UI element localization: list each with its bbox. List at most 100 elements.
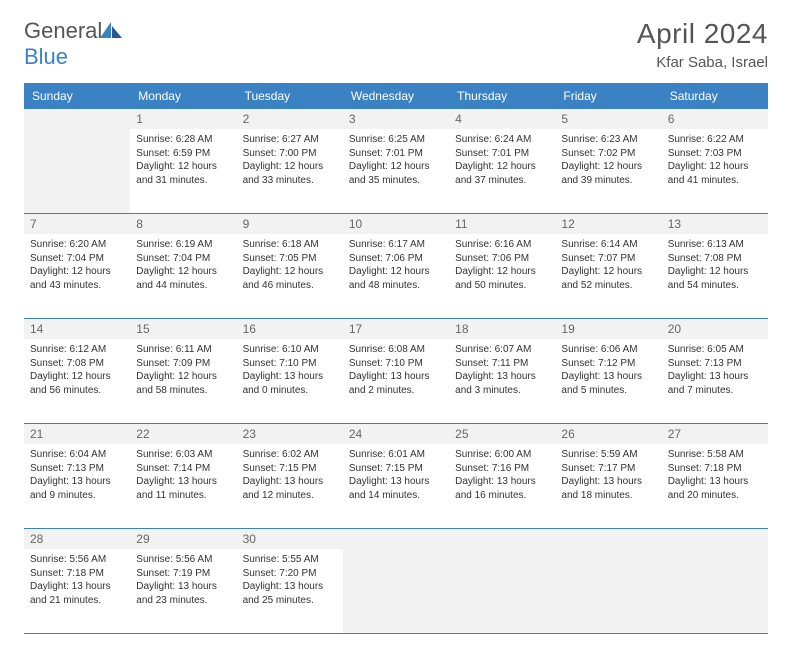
cell-row: Sunrise: 5:56 AMSunset: 7:18 PMDaylight:… xyxy=(24,549,768,633)
calendar-page: GeneralBlue April 2024 Kfar Saba, Israel… xyxy=(0,0,792,652)
cell-body: Sunrise: 5:56 AMSunset: 7:18 PMDaylight:… xyxy=(30,553,124,607)
cell-body: Sunrise: 6:10 AMSunset: 7:10 PMDaylight:… xyxy=(243,343,337,397)
day-number: 11 xyxy=(449,214,555,234)
day-number xyxy=(449,529,555,549)
cell-body: Sunrise: 5:56 AMSunset: 7:19 PMDaylight:… xyxy=(136,553,230,607)
cell-body: Sunrise: 6:04 AMSunset: 7:13 PMDaylight:… xyxy=(30,448,124,502)
cell-body: Sunrise: 6:03 AMSunset: 7:14 PMDaylight:… xyxy=(136,448,230,502)
cell-body: Sunrise: 6:05 AMSunset: 7:13 PMDaylight:… xyxy=(668,343,762,397)
cell-body: Sunrise: 6:22 AMSunset: 7:03 PMDaylight:… xyxy=(668,133,762,187)
week-row: 78910111213 Sunrise: 6:20 AMSunset: 7:04 … xyxy=(24,214,768,319)
day-cell: Sunrise: 6:19 AMSunset: 7:04 PMDaylight:… xyxy=(130,234,236,318)
day-cell: Sunrise: 6:11 AMSunset: 7:09 PMDaylight:… xyxy=(130,339,236,423)
cell-body: Sunrise: 6:27 AMSunset: 7:00 PMDaylight:… xyxy=(243,133,337,187)
day-header: Saturday xyxy=(662,83,768,109)
day-number xyxy=(555,529,661,549)
cell-body: Sunrise: 6:13 AMSunset: 7:08 PMDaylight:… xyxy=(668,238,762,292)
day-number xyxy=(662,529,768,549)
day-number xyxy=(24,109,130,129)
cell-body: Sunrise: 6:02 AMSunset: 7:15 PMDaylight:… xyxy=(243,448,337,502)
cell-row: Sunrise: 6:12 AMSunset: 7:08 PMDaylight:… xyxy=(24,339,768,423)
day-number: 24 xyxy=(343,424,449,444)
day-cell: Sunrise: 6:02 AMSunset: 7:15 PMDaylight:… xyxy=(237,444,343,528)
daynum-row: 123456 xyxy=(24,109,768,129)
cell-body: Sunrise: 6:19 AMSunset: 7:04 PMDaylight:… xyxy=(136,238,230,292)
day-cell: Sunrise: 5:59 AMSunset: 7:17 PMDaylight:… xyxy=(555,444,661,528)
day-header-row: SundayMondayTuesdayWednesdayThursdayFrid… xyxy=(24,83,768,109)
day-header: Sunday xyxy=(24,83,130,109)
day-cell: Sunrise: 6:25 AMSunset: 7:01 PMDaylight:… xyxy=(343,129,449,213)
day-number: 28 xyxy=(24,529,130,549)
day-number: 8 xyxy=(130,214,236,234)
cell-row: Sunrise: 6:28 AMSunset: 6:59 PMDaylight:… xyxy=(24,129,768,213)
day-cell: Sunrise: 5:56 AMSunset: 7:19 PMDaylight:… xyxy=(130,549,236,633)
week-row: 14151617181920Sunrise: 6:12 AMSunset: 7:… xyxy=(24,319,768,424)
day-cell: Sunrise: 6:27 AMSunset: 7:00 PMDaylight:… xyxy=(237,129,343,213)
week-row: 21222324252627 Sunrise: 6:04 AMSunset: 7:… xyxy=(24,424,768,529)
day-cell: Sunrise: 6:04 AMSunset: 7:13 PMDaylight:… xyxy=(24,444,130,528)
day-number: 29 xyxy=(130,529,236,549)
cell-body: Sunrise: 6:17 AMSunset: 7:06 PMDaylight:… xyxy=(349,238,443,292)
cell-body: Sunrise: 6:06 AMSunset: 7:12 PMDaylight:… xyxy=(561,343,655,397)
day-number: 26 xyxy=(555,424,661,444)
day-cell xyxy=(449,549,555,633)
cell-body: Sunrise: 6:11 AMSunset: 7:09 PMDaylight:… xyxy=(136,343,230,397)
day-cell: Sunrise: 6:01 AMSunset: 7:15 PMDaylight:… xyxy=(343,444,449,528)
cell-body: Sunrise: 5:58 AMSunset: 7:18 PMDaylight:… xyxy=(668,448,762,502)
cell-body: Sunrise: 6:01 AMSunset: 7:15 PMDaylight:… xyxy=(349,448,443,502)
logo-part2: Blue xyxy=(24,44,68,69)
day-number: 1 xyxy=(130,109,236,129)
cell-body: Sunrise: 6:20 AMSunset: 7:04 PMDaylight:… xyxy=(30,238,124,292)
month-title: April 2024 xyxy=(637,18,768,50)
day-header: Wednesday xyxy=(343,83,449,109)
day-header: Tuesday xyxy=(237,83,343,109)
day-cell: Sunrise: 6:20 AMSunset: 7:04 PMDaylight:… xyxy=(24,234,130,318)
day-cell: Sunrise: 5:58 AMSunset: 7:18 PMDaylight:… xyxy=(662,444,768,528)
day-cell: Sunrise: 6:10 AMSunset: 7:10 PMDaylight:… xyxy=(237,339,343,423)
day-cell: Sunrise: 5:56 AMSunset: 7:18 PMDaylight:… xyxy=(24,549,130,633)
day-number: 19 xyxy=(555,319,661,339)
day-header: Monday xyxy=(130,83,236,109)
cell-row: Sunrise: 6:04 AMSunset: 7:13 PMDaylight:… xyxy=(24,444,768,528)
day-cell xyxy=(24,129,130,213)
day-number: 12 xyxy=(555,214,661,234)
weeks-container: 123456 Sunrise: 6:28 AMSunset: 6:59 PMDay… xyxy=(24,109,768,634)
day-number: 13 xyxy=(662,214,768,234)
logo: GeneralBlue xyxy=(24,18,122,70)
day-number: 25 xyxy=(449,424,555,444)
week-row: 123456 Sunrise: 6:28 AMSunset: 6:59 PMDay… xyxy=(24,109,768,214)
location: Kfar Saba, Israel xyxy=(637,54,768,71)
day-number: 9 xyxy=(237,214,343,234)
cell-body: Sunrise: 6:28 AMSunset: 6:59 PMDaylight:… xyxy=(136,133,230,187)
day-number: 21 xyxy=(24,424,130,444)
cell-body: Sunrise: 6:12 AMSunset: 7:08 PMDaylight:… xyxy=(30,343,124,397)
cell-row: Sunrise: 6:20 AMSunset: 7:04 PMDaylight:… xyxy=(24,234,768,318)
day-cell: Sunrise: 6:28 AMSunset: 6:59 PMDaylight:… xyxy=(130,129,236,213)
day-number: 22 xyxy=(130,424,236,444)
day-number: 23 xyxy=(237,424,343,444)
day-cell xyxy=(555,549,661,633)
cell-body: Sunrise: 6:08 AMSunset: 7:10 PMDaylight:… xyxy=(349,343,443,397)
daynum-row: 78910111213 xyxy=(24,214,768,234)
day-cell: Sunrise: 6:16 AMSunset: 7:06 PMDaylight:… xyxy=(449,234,555,318)
day-cell: Sunrise: 6:07 AMSunset: 7:11 PMDaylight:… xyxy=(449,339,555,423)
cell-body: Sunrise: 6:00 AMSunset: 7:16 PMDaylight:… xyxy=(455,448,549,502)
day-cell xyxy=(343,549,449,633)
cell-body: Sunrise: 6:18 AMSunset: 7:05 PMDaylight:… xyxy=(243,238,337,292)
day-number: 10 xyxy=(343,214,449,234)
day-cell: Sunrise: 6:18 AMSunset: 7:05 PMDaylight:… xyxy=(237,234,343,318)
cell-body: Sunrise: 6:25 AMSunset: 7:01 PMDaylight:… xyxy=(349,133,443,187)
day-number: 17 xyxy=(343,319,449,339)
day-number: 27 xyxy=(662,424,768,444)
day-cell: Sunrise: 6:13 AMSunset: 7:08 PMDaylight:… xyxy=(662,234,768,318)
day-cell: Sunrise: 6:03 AMSunset: 7:14 PMDaylight:… xyxy=(130,444,236,528)
cell-body: Sunrise: 6:16 AMSunset: 7:06 PMDaylight:… xyxy=(455,238,549,292)
day-cell: Sunrise: 6:08 AMSunset: 7:10 PMDaylight:… xyxy=(343,339,449,423)
week-row: 282930Sunrise: 5:56 AMSunset: 7:18 PMDay… xyxy=(24,529,768,634)
day-number: 20 xyxy=(662,319,768,339)
cell-body: Sunrise: 5:55 AMSunset: 7:20 PMDaylight:… xyxy=(243,553,337,607)
day-cell: Sunrise: 6:06 AMSunset: 7:12 PMDaylight:… xyxy=(555,339,661,423)
logo-sail-icon xyxy=(100,22,122,38)
day-header: Thursday xyxy=(449,83,555,109)
calendar-grid: SundayMondayTuesdayWednesdayThursdayFrid… xyxy=(24,83,768,634)
